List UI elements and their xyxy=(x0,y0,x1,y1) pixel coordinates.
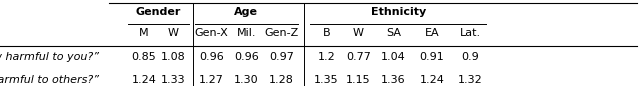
Text: 1.27: 1.27 xyxy=(199,75,223,85)
Text: 1.04: 1.04 xyxy=(381,52,406,62)
Text: 0.96: 0.96 xyxy=(199,52,223,62)
Text: 0.96: 0.96 xyxy=(234,52,259,62)
Text: 0.9: 0.9 xyxy=(461,52,479,62)
Text: 1.24: 1.24 xyxy=(420,75,444,85)
Text: M: M xyxy=(139,28,149,38)
Text: 1.08: 1.08 xyxy=(161,52,185,62)
Text: SA: SA xyxy=(386,28,401,38)
Text: 0.77: 0.77 xyxy=(346,52,371,62)
Text: W: W xyxy=(353,28,364,38)
Text: 1.36: 1.36 xyxy=(381,75,406,85)
Text: W: W xyxy=(167,28,179,38)
Text: Gen-X: Gen-X xyxy=(195,28,228,38)
Text: 0.97: 0.97 xyxy=(269,52,294,62)
Text: Gen-Z: Gen-Z xyxy=(264,28,299,38)
Text: 1.28: 1.28 xyxy=(269,75,294,85)
Text: 1.32: 1.32 xyxy=(458,75,483,85)
Text: 0.91: 0.91 xyxy=(420,52,444,62)
Text: Gender: Gender xyxy=(136,7,181,17)
Text: 0.85: 0.85 xyxy=(132,52,156,62)
Text: 1.2: 1.2 xyxy=(317,52,335,62)
Text: 1.33: 1.33 xyxy=(161,75,185,85)
Text: Age: Age xyxy=(234,7,259,17)
Text: EA: EA xyxy=(425,28,439,38)
Text: Lat.: Lat. xyxy=(460,28,481,38)
Text: 1.24: 1.24 xyxy=(132,75,156,85)
Text: 1.15: 1.15 xyxy=(346,75,371,85)
Text: “How harmful to you?”: “How harmful to you?” xyxy=(0,52,99,62)
Text: 1.30: 1.30 xyxy=(234,75,259,85)
Text: B: B xyxy=(323,28,330,38)
Text: Mil.: Mil. xyxy=(237,28,256,38)
Text: Ethnicity: Ethnicity xyxy=(371,7,426,17)
Text: “How harmful to others?”: “How harmful to others?” xyxy=(0,75,99,85)
Text: 1.35: 1.35 xyxy=(314,75,339,85)
